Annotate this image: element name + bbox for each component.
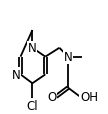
Text: O: O bbox=[47, 90, 56, 103]
Text: N: N bbox=[12, 68, 21, 81]
Text: Cl: Cl bbox=[27, 99, 38, 112]
Text: N: N bbox=[28, 42, 37, 55]
Text: OH: OH bbox=[80, 90, 98, 103]
Text: N: N bbox=[64, 51, 72, 64]
